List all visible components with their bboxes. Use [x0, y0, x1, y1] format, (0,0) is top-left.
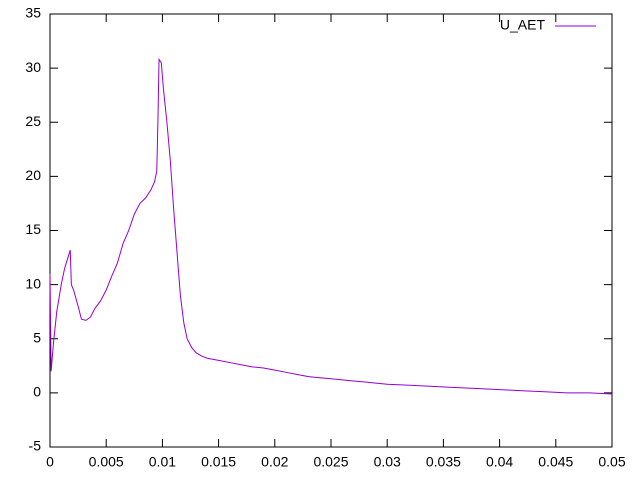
y-tick-label: 5 — [33, 329, 41, 345]
y-tick-label: 25 — [25, 113, 41, 129]
y-tick-label: 0 — [33, 384, 41, 400]
x-tick-label: 0.03 — [374, 454, 401, 470]
x-tick-label: 0 — [46, 454, 54, 470]
x-tick-label: 0.05 — [598, 454, 625, 470]
x-tick-label: 0.005 — [89, 454, 124, 470]
x-tick-label: 0.04 — [486, 454, 513, 470]
x-tick-label: 0.02 — [261, 454, 288, 470]
y-tick-label: 20 — [25, 167, 41, 183]
y-tick-label: 15 — [25, 221, 41, 237]
x-tick-label: 0.045 — [538, 454, 573, 470]
y-tick-label: -5 — [29, 438, 42, 454]
plot-border — [49, 13, 613, 448]
y-tick-label: 10 — [25, 275, 41, 291]
legend-label: U_AET — [500, 17, 546, 33]
x-tick-label: 0.015 — [201, 454, 236, 470]
y-tick-label: 30 — [25, 59, 41, 75]
y-tick-label: 35 — [25, 5, 41, 21]
x-tick-label: 0.01 — [149, 454, 176, 470]
data-line — [49, 57, 613, 395]
x-tick-label: 0.035 — [426, 454, 461, 470]
x-tick-label: 0.025 — [313, 454, 348, 470]
